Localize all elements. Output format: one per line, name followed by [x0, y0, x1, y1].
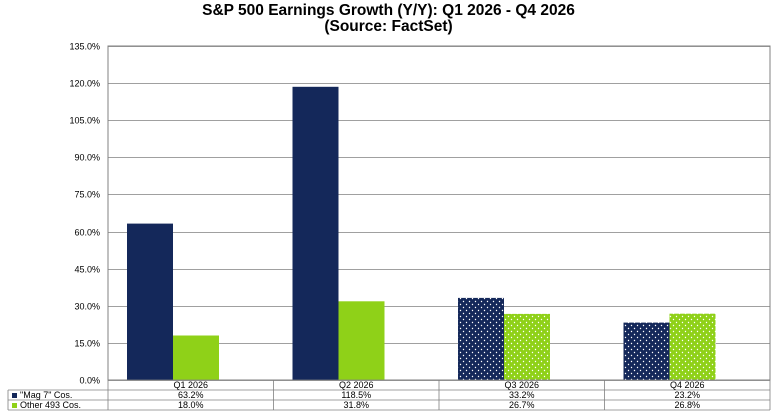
y-tick-label: 30.0% — [74, 302, 100, 312]
other493-bar — [338, 301, 385, 380]
data-label: 26.7% — [509, 400, 535, 410]
y-tick-label: 75.0% — [74, 190, 100, 200]
y-tick-label: 15.0% — [74, 339, 100, 349]
x-tick-label: Q3 2026 — [504, 380, 539, 390]
x-tick-label: Q2 2026 — [339, 380, 374, 390]
mag7-bar — [127, 223, 173, 380]
y-tick-label: 60.0% — [74, 228, 100, 238]
data-label: 31.8% — [343, 400, 369, 410]
data-label: 26.8% — [674, 400, 700, 410]
series-name: "Mag 7" Cos. — [20, 390, 72, 400]
y-tick-label: 105.0% — [69, 116, 100, 126]
y-tick-label: 0.0% — [79, 376, 100, 386]
x-tick-label: Q1 2026 — [173, 380, 208, 390]
y-tick-label: 45.0% — [74, 265, 100, 275]
other493-bar — [504, 313, 550, 380]
y-tick-label: 135.0% — [69, 42, 100, 52]
data-label: 33.2% — [509, 390, 535, 400]
data-label: 63.2% — [178, 390, 204, 400]
x-tick-label: Q4 2026 — [670, 380, 705, 390]
data-label: 18.0% — [178, 400, 204, 410]
y-tick-label: 120.0% — [69, 79, 100, 89]
chart-title: S&P 500 Earnings Growth (Y/Y): Q1 2026 -… — [202, 2, 575, 19]
data-label: 23.2% — [674, 390, 700, 400]
other493-bar — [173, 335, 219, 380]
mag7-legend-key — [12, 393, 17, 398]
data-label: 118.5% — [341, 390, 371, 400]
mag7-bar — [292, 86, 339, 381]
other493-legend-key — [12, 403, 17, 408]
y-tick-label: 90.0% — [74, 153, 100, 163]
mag7-bar — [623, 322, 670, 380]
mag7-bar — [458, 297, 504, 380]
series-name: Other 493 Cos. — [20, 400, 81, 410]
chart-title-block: S&P 500 Earnings Growth (Y/Y): Q1 2026 -… — [0, 3, 777, 35]
other493-bar — [669, 313, 716, 380]
chart-subtitle: (Source: FactSet) — [324, 18, 453, 35]
